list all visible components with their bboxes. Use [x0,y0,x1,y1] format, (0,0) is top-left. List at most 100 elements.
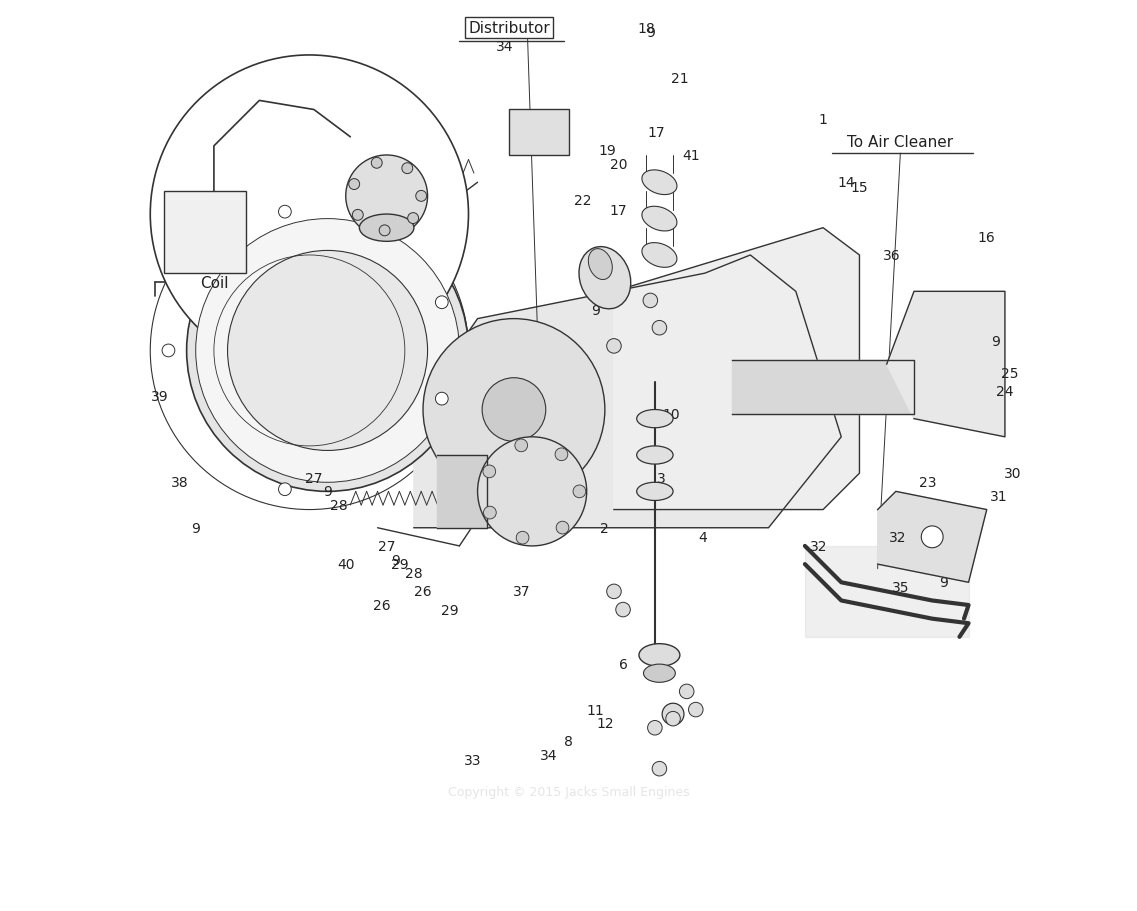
Text: 12: 12 [596,716,614,731]
Text: To Air Cleaner: To Air Cleaner [847,135,954,149]
Circle shape [680,684,694,699]
Polygon shape [414,256,841,528]
Text: 3: 3 [657,471,665,486]
Ellipse shape [644,664,675,682]
Text: 9: 9 [939,576,947,589]
Text: 2: 2 [600,521,609,535]
Text: 11: 11 [587,702,605,717]
Ellipse shape [639,644,680,667]
Text: 27: 27 [377,539,396,553]
Polygon shape [878,492,987,583]
Text: 34: 34 [540,748,557,763]
Text: 14: 14 [838,176,855,190]
Text: 9: 9 [591,303,600,317]
Text: 37: 37 [513,585,530,599]
Text: 10: 10 [663,407,680,422]
Polygon shape [437,456,487,528]
Text: Distributor: Distributor [468,21,550,36]
Text: 4: 4 [699,530,707,544]
Circle shape [689,702,703,717]
Text: 26: 26 [414,585,432,599]
Circle shape [573,486,586,498]
Text: 30: 30 [1004,466,1021,481]
Polygon shape [614,229,860,510]
Ellipse shape [579,247,631,310]
Text: 39: 39 [150,390,168,404]
Text: 9: 9 [191,521,200,535]
Circle shape [515,439,528,452]
Circle shape [408,213,418,224]
Circle shape [644,294,657,308]
Text: 26: 26 [373,599,391,612]
Text: 19: 19 [599,144,616,159]
Text: 32: 32 [810,539,828,553]
Text: 6: 6 [619,658,628,671]
Text: 21: 21 [671,72,688,86]
Text: 29: 29 [391,558,408,571]
Circle shape [346,156,428,238]
Circle shape [349,179,359,190]
Circle shape [279,206,291,219]
Circle shape [150,56,468,374]
Circle shape [483,507,496,519]
Ellipse shape [637,410,673,428]
Text: 17: 17 [647,126,665,140]
Polygon shape [887,292,1005,437]
Text: Coil: Coil [200,275,229,291]
Text: 29: 29 [441,603,459,617]
Text: 38: 38 [171,476,188,490]
Text: 9: 9 [646,26,655,40]
Ellipse shape [642,170,677,195]
Text: 28: 28 [330,498,347,513]
Text: 41: 41 [682,148,700,163]
FancyBboxPatch shape [164,192,246,274]
Circle shape [482,378,546,442]
Text: Copyright © 2015 Jacks Small Engines: Copyright © 2015 Jacks Small Engines [448,785,689,798]
Circle shape [666,711,680,726]
Ellipse shape [359,215,414,242]
Text: 22: 22 [574,194,591,209]
Text: 28: 28 [405,567,423,580]
Circle shape [435,297,448,309]
Text: 18: 18 [638,22,656,36]
Text: 40: 40 [337,558,355,571]
Circle shape [555,448,567,461]
Circle shape [653,321,666,335]
Text: 17: 17 [609,203,628,217]
Text: 35: 35 [891,580,910,594]
Text: 23: 23 [919,476,937,490]
Text: 25: 25 [1001,367,1019,381]
Text: 34: 34 [496,40,514,54]
Text: 36: 36 [883,249,901,262]
Circle shape [653,762,666,776]
Text: 24: 24 [996,385,1014,399]
Circle shape [380,226,390,237]
Circle shape [556,522,568,535]
Circle shape [150,192,468,510]
Circle shape [483,466,496,478]
Circle shape [279,484,291,496]
Circle shape [186,210,468,492]
Circle shape [648,721,662,735]
Text: 16: 16 [977,230,995,244]
Ellipse shape [588,250,613,281]
Circle shape [401,163,413,174]
Text: 9: 9 [391,553,400,567]
Text: 31: 31 [989,489,1007,504]
Circle shape [435,393,448,405]
Circle shape [921,527,943,548]
Circle shape [516,532,529,545]
Circle shape [616,603,630,617]
Circle shape [227,251,428,451]
Text: 15: 15 [850,180,869,195]
Ellipse shape [642,207,677,231]
Text: 9: 9 [991,335,1001,349]
Circle shape [163,344,175,357]
Text: 20: 20 [609,158,628,172]
Circle shape [662,703,684,725]
Ellipse shape [637,483,673,501]
Text: 32: 32 [889,530,906,544]
Ellipse shape [637,446,673,465]
Circle shape [196,220,459,483]
FancyBboxPatch shape [509,110,568,156]
